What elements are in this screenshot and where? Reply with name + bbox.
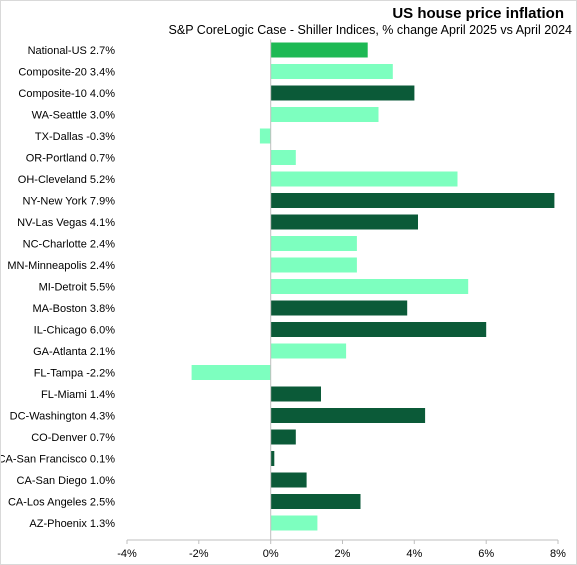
category-label: DC-Washington 4.3% bbox=[10, 411, 116, 423]
category-label: CA-San Diego 1.0% bbox=[17, 475, 116, 487]
category-label: NV-Las Vegas 4.1% bbox=[17, 217, 115, 229]
category-label: National-US 2.7% bbox=[28, 45, 116, 57]
category-label: GA-Atlanta 2.1% bbox=[33, 346, 115, 358]
x-tick-label: -2% bbox=[189, 548, 209, 560]
bar bbox=[270, 193, 555, 208]
bar bbox=[270, 171, 458, 187]
x-tick-label: -4% bbox=[117, 548, 137, 560]
bar bbox=[270, 150, 296, 165]
bar bbox=[270, 408, 426, 423]
bar bbox=[270, 386, 321, 402]
bar bbox=[270, 451, 275, 466]
bar bbox=[270, 214, 418, 230]
category-label: CA-San Francisco 0.1% bbox=[1, 454, 115, 466]
bar bbox=[270, 472, 307, 488]
category-label: OH-Cleveland 5.2% bbox=[18, 174, 115, 186]
bar bbox=[270, 515, 318, 531]
bar bbox=[270, 429, 296, 445]
category-label: Composite-10 4.0% bbox=[18, 88, 115, 100]
x-tick-label: 6% bbox=[478, 548, 494, 560]
x-tick-label: 2% bbox=[335, 548, 351, 560]
category-label: NY-New York 7.9% bbox=[22, 196, 115, 208]
x-tick-label: 0% bbox=[263, 548, 279, 560]
bar bbox=[270, 322, 487, 337]
bar bbox=[270, 64, 393, 79]
category-label: MI-Detroit 5.5% bbox=[39, 282, 116, 294]
category-label: FL-Miami 1.4% bbox=[41, 389, 115, 401]
category-label: TX-Dallas -0.3% bbox=[35, 131, 115, 143]
category-label: CO-Denver 0.7% bbox=[31, 432, 115, 444]
bar bbox=[259, 128, 271, 144]
bar bbox=[270, 279, 469, 294]
category-label: WA-Seattle 3.0% bbox=[32, 110, 116, 122]
x-tick-label: 8% bbox=[550, 548, 566, 560]
category-label: MN-Minneapolis 2.4% bbox=[7, 260, 115, 272]
category-label: OR-Portland 0.7% bbox=[26, 153, 115, 165]
chart-subtitle: S&P CoreLogic Case - Shiller Indices, % … bbox=[168, 23, 572, 37]
category-label: Composite-20 3.4% bbox=[18, 67, 115, 79]
bar bbox=[270, 236, 357, 251]
bar bbox=[270, 300, 408, 316]
bar bbox=[270, 343, 347, 359]
bar bbox=[270, 107, 379, 122]
category-label: AZ-Phoenix 1.3% bbox=[29, 518, 115, 530]
chart-title: US house price inflation bbox=[392, 5, 564, 22]
bar bbox=[270, 42, 368, 58]
x-tick-label: 4% bbox=[406, 548, 422, 560]
category-label: MA-Boston 3.8% bbox=[32, 303, 115, 315]
bar bbox=[270, 257, 357, 273]
category-label: NC-Charlotte 2.4% bbox=[23, 239, 116, 251]
bar bbox=[270, 494, 361, 509]
category-label: CA-Los Angeles 2.5% bbox=[8, 497, 115, 509]
bar bbox=[270, 85, 415, 101]
category-label: IL-Chicago 6.0% bbox=[34, 325, 116, 337]
bar bbox=[191, 365, 271, 380]
category-label: FL-Tampa -2.2% bbox=[34, 368, 116, 380]
